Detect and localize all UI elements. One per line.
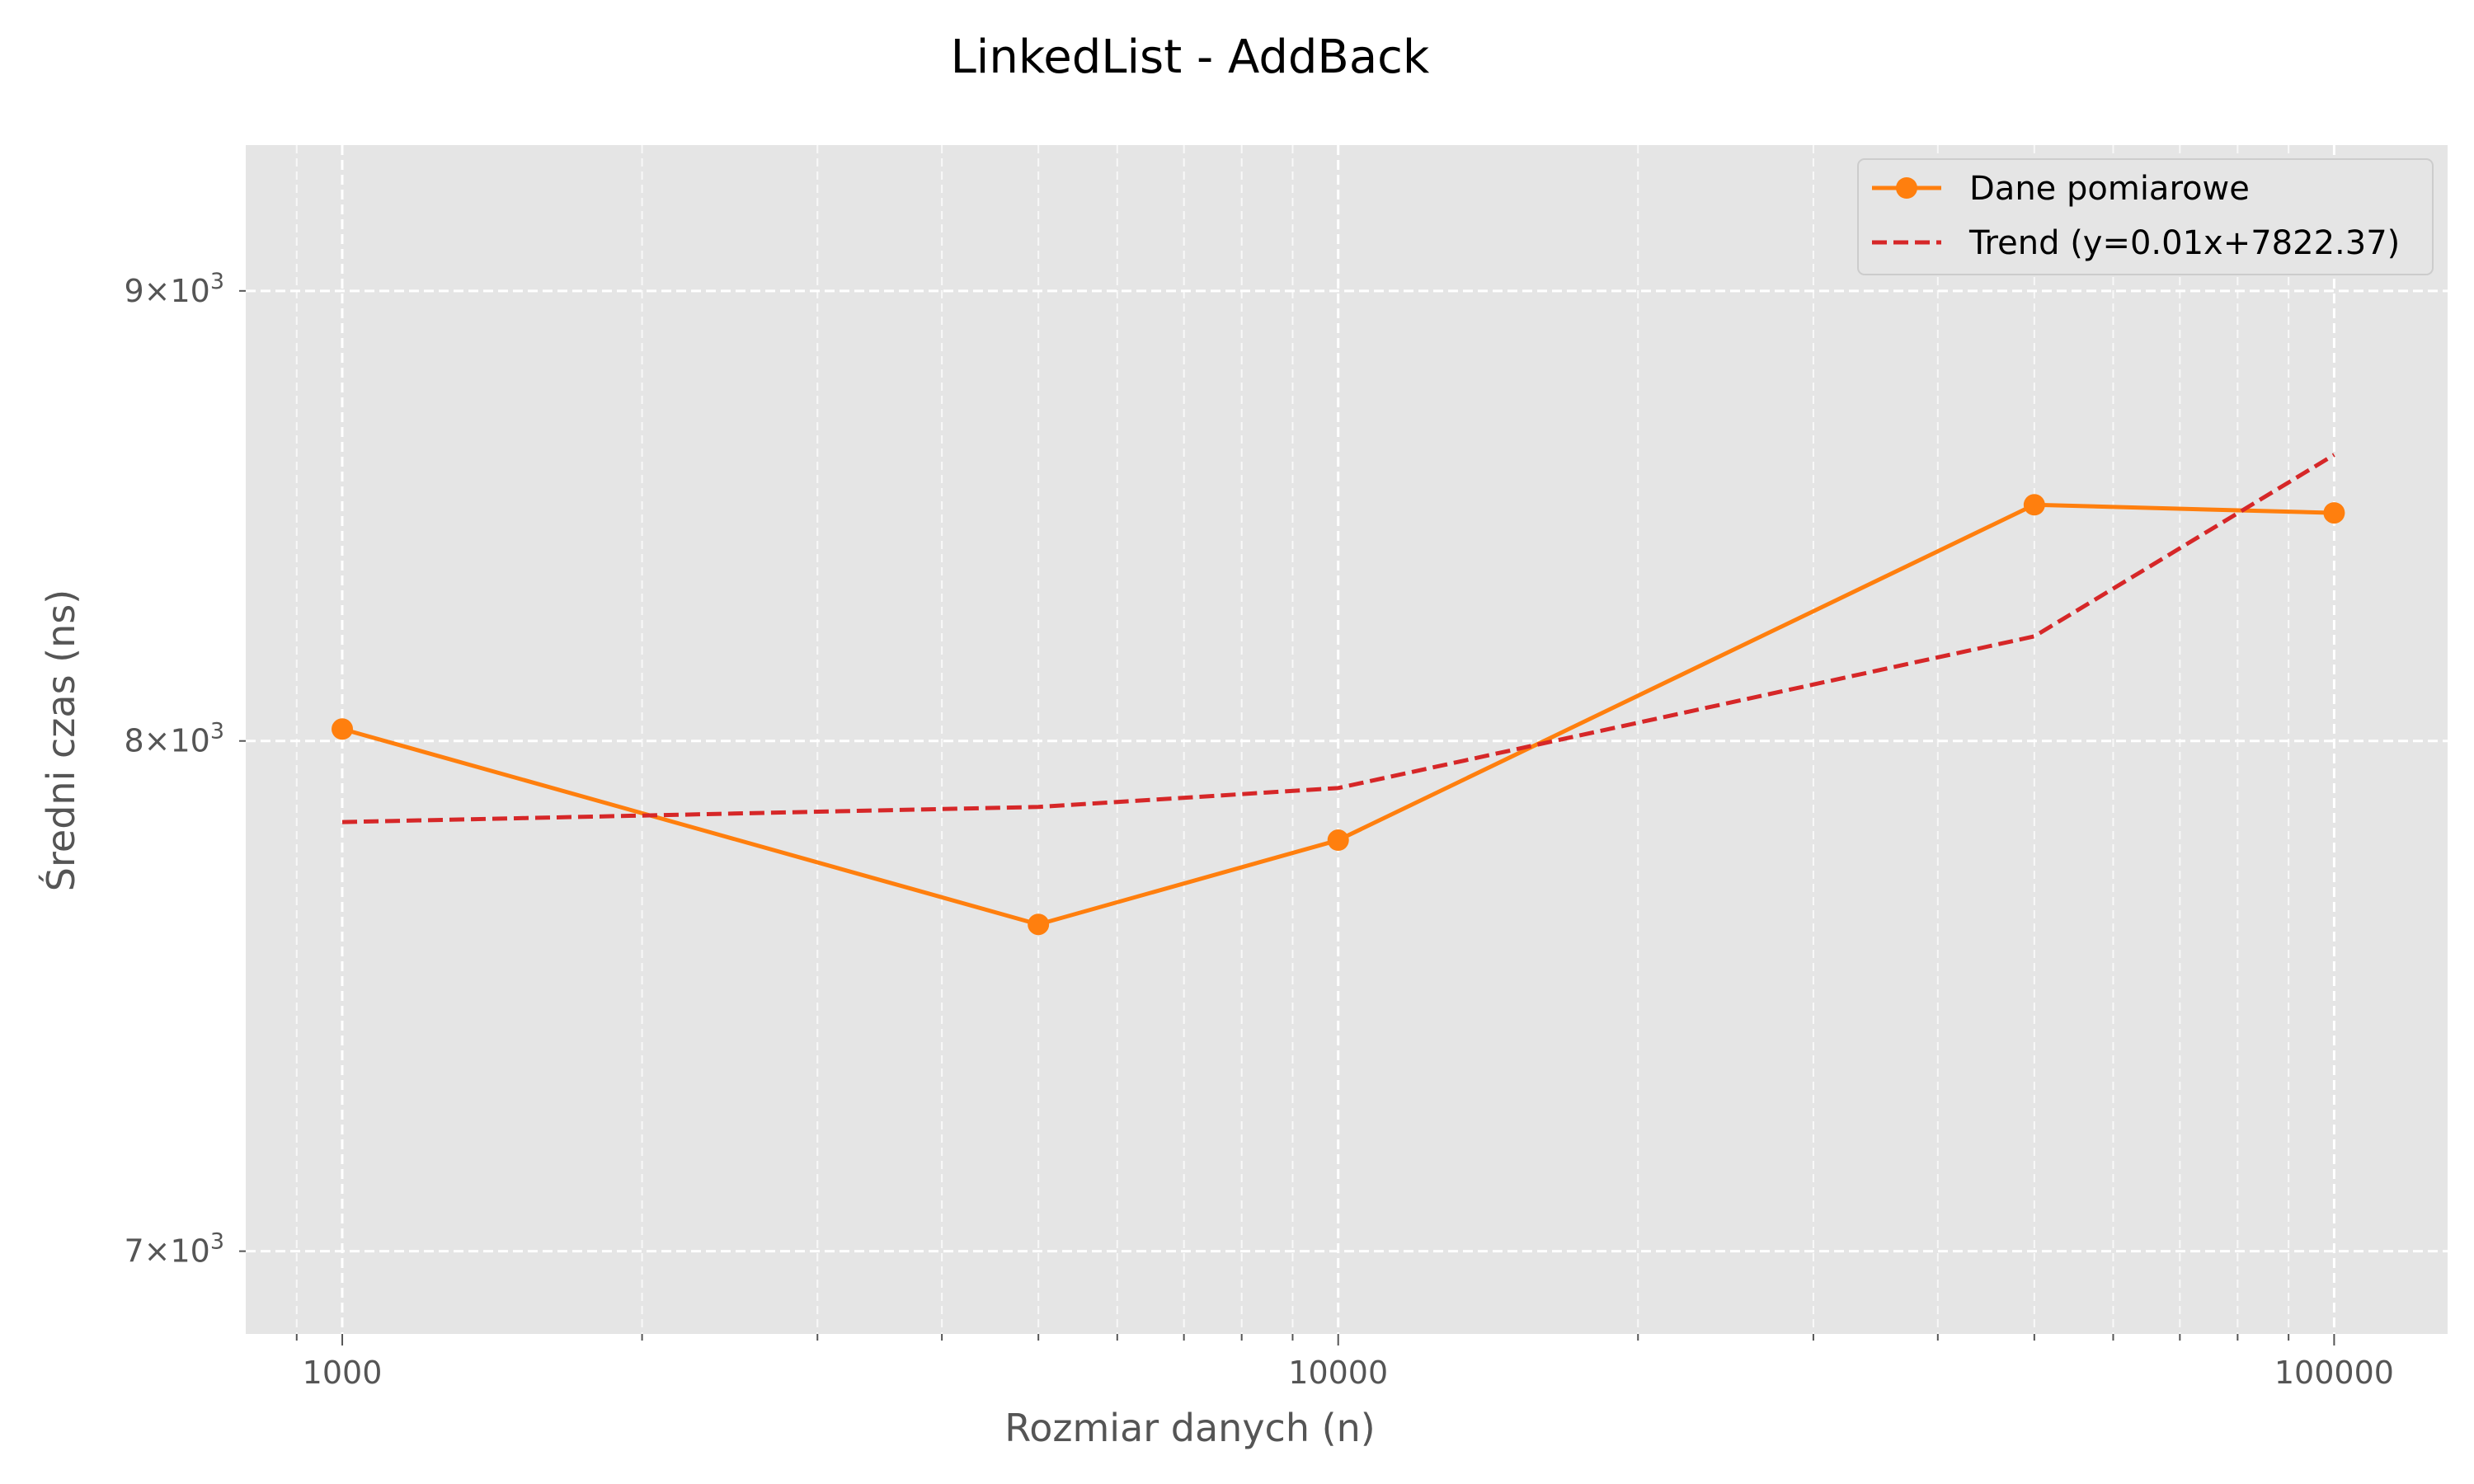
- legend-label-2: Trend (y=0.01x+7822.37): [1968, 224, 2400, 262]
- y-tick-label: 9×103: [124, 269, 224, 309]
- chart-title: LinkedList - AddBack: [951, 31, 1430, 84]
- x-tick-label: 1000: [303, 1355, 383, 1391]
- legend-box: [1857, 158, 2434, 275]
- legend-marker-1: [1896, 177, 1917, 199]
- y-tick-label: 7×103: [124, 1229, 224, 1270]
- legend-items: Dane pomiarowe Trend (y=0.01x+7822.37): [1872, 170, 2400, 262]
- series: [332, 453, 2345, 936]
- series-1-point: [1327, 829, 1349, 852]
- legend-label-1: Dane pomiarowe: [1969, 170, 2250, 208]
- series-1-point: [2323, 502, 2345, 524]
- series-1-point: [2023, 494, 2045, 516]
- series-line-2: [341, 453, 2335, 824]
- plot-area: [246, 145, 2448, 1334]
- x-tick-label: 100000: [2274, 1355, 2394, 1391]
- legend: Dane pomiarowe Trend (y=0.01x+7822.37): [1857, 158, 2434, 275]
- axis-ticks: 1000 10000 100000 7×103 8×103 9×103: [124, 269, 2393, 1391]
- x-axis-label: Rozmiar danych (n): [1004, 1406, 1375, 1450]
- x-tick-label: 10000: [1288, 1355, 1388, 1391]
- y-tick-label: 8×103: [124, 719, 224, 759]
- y-axis-label: Średni czas (ns): [39, 589, 83, 891]
- series-1-point: [1028, 913, 1050, 936]
- series-1-point: [332, 718, 354, 740]
